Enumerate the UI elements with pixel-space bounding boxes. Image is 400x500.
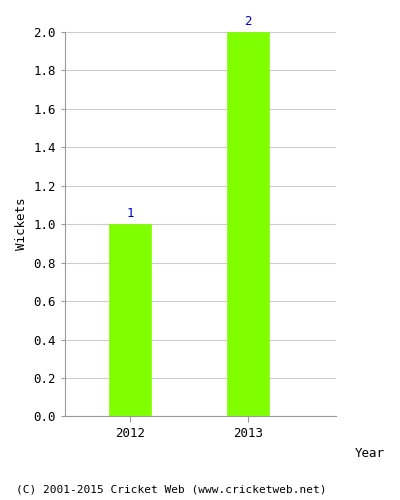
Text: 2: 2 (244, 15, 252, 28)
Bar (227, 32, 268, 416)
Text: (C) 2001-2015 Cricket Web (www.cricketweb.net): (C) 2001-2015 Cricket Web (www.cricketwe… (16, 485, 326, 495)
Text: 1: 1 (126, 208, 134, 220)
Text: Year: Year (355, 447, 385, 460)
Y-axis label: Wickets: Wickets (15, 198, 28, 250)
Bar (109, 224, 151, 416)
